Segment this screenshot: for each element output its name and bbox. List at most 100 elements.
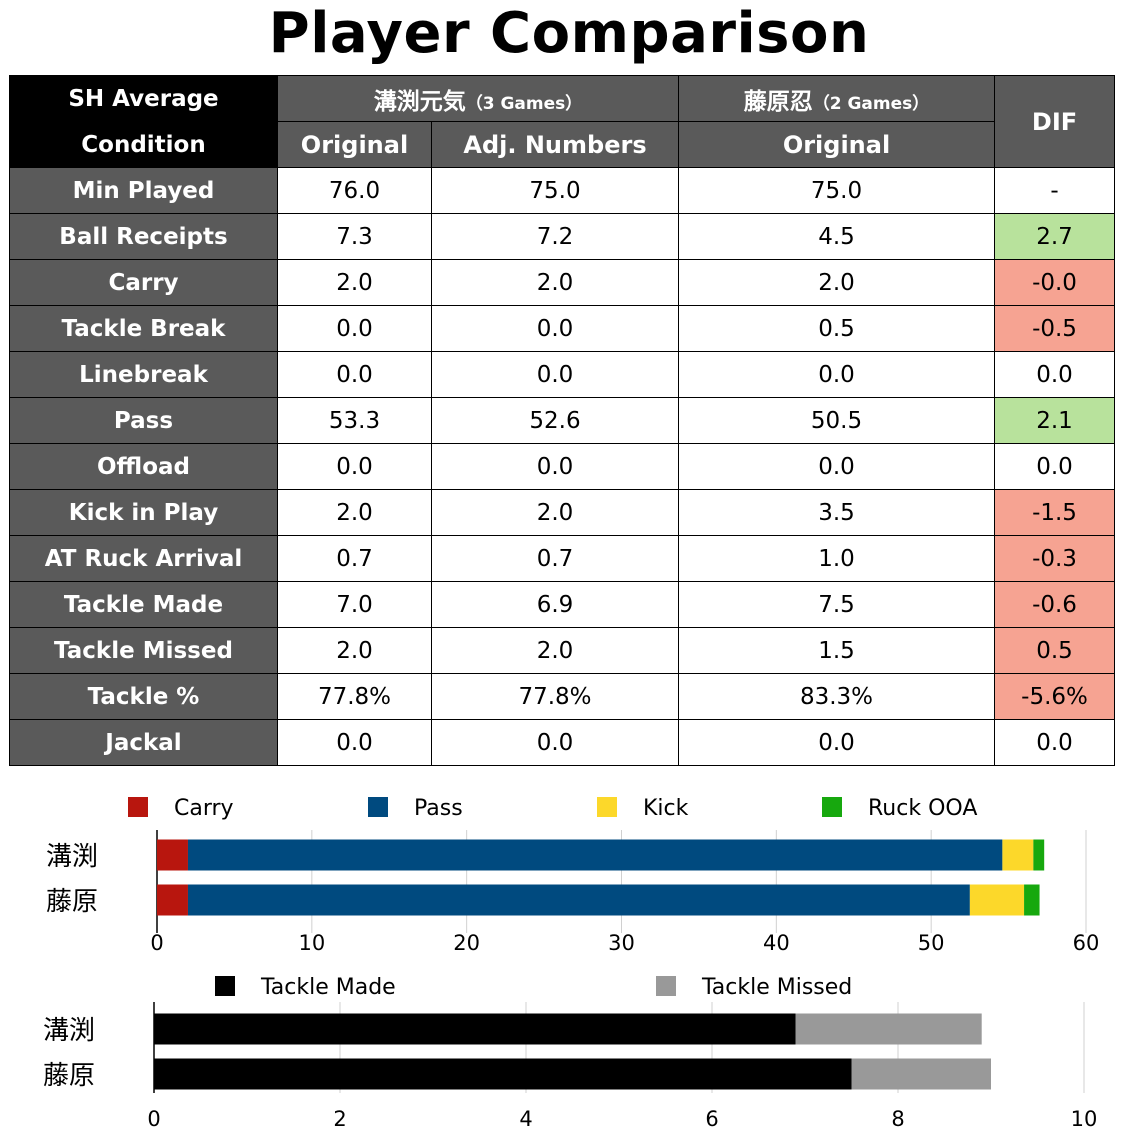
legend-label: Tackle Missed bbox=[701, 975, 852, 1000]
player2-original-cell: 2.0 bbox=[678, 259, 996, 306]
dif-cell: -0.5 bbox=[994, 305, 1116, 352]
player2-original-cell: 1.0 bbox=[678, 535, 996, 582]
player1-original-cell: 0.0 bbox=[277, 351, 432, 398]
corner-header-bottom: Condition bbox=[9, 121, 278, 168]
x-tick-label: 40 bbox=[763, 931, 790, 955]
player1-original-cell: 7.0 bbox=[277, 581, 432, 628]
player1-original-cell: 76.0 bbox=[277, 167, 432, 214]
row-label: Linebreak bbox=[9, 351, 278, 398]
player1-adjusted-cell: 2.0 bbox=[430, 489, 680, 536]
player1-adjusted-cell: 0.0 bbox=[430, 305, 680, 352]
player1-original-cell: 2.0 bbox=[277, 627, 432, 674]
dif-cell: 0.5 bbox=[994, 627, 1116, 674]
bar-segment bbox=[1002, 839, 1034, 871]
player2-header: 藤原忍（2 Games） bbox=[678, 75, 996, 122]
row-label: Kick in Play bbox=[9, 489, 278, 536]
row-label: Min Played bbox=[9, 167, 278, 214]
player2-original-cell: 7.5 bbox=[678, 581, 996, 628]
row-label: Carry bbox=[9, 259, 278, 306]
dif-cell: 0.0 bbox=[994, 351, 1116, 398]
col-header-original: Original bbox=[277, 121, 432, 168]
dif-cell: 2.7 bbox=[994, 213, 1116, 260]
col-header-adjusted: Adj. Numbers bbox=[430, 121, 680, 168]
player1-games: （3 Games） bbox=[465, 93, 583, 114]
player2-original-cell: 0.0 bbox=[678, 443, 996, 490]
table-row: Tackle % 77.8% 77.8% 83.3% -5.6% bbox=[9, 673, 1116, 720]
comparison-table: SH Average 溝渕元気（3 Games） 藤原忍（2 Games） DI… bbox=[9, 75, 1116, 766]
bar-segment bbox=[157, 884, 188, 916]
header-row-2: Condition Original Adj. Numbers Original bbox=[9, 121, 1115, 168]
table-row: Tackle Break 0.0 0.0 0.5 -0.5 bbox=[9, 305, 1116, 352]
player2-games: （2 Games） bbox=[812, 93, 930, 114]
legend-swatch bbox=[656, 976, 676, 996]
player1-adjusted-cell: 52.6 bbox=[430, 397, 680, 444]
dif-header: DIF bbox=[994, 75, 1116, 168]
table-row: Kick in Play 2.0 2.0 3.5 -1.5 bbox=[9, 489, 1116, 536]
table-row: AT Ruck Arrival 0.7 0.7 1.0 -0.3 bbox=[9, 535, 1116, 582]
table-row: Jackal 0.0 0.0 0.0 0.0 bbox=[9, 719, 1116, 766]
player2-original-cell: 3.5 bbox=[678, 489, 996, 536]
legend-swatch bbox=[128, 797, 148, 817]
player1-adjusted-cell: 0.0 bbox=[430, 351, 680, 398]
dif-cell: - bbox=[994, 167, 1116, 214]
category-label: 藤原 bbox=[43, 1061, 95, 1091]
row-label: Jackal bbox=[9, 719, 278, 766]
player2-name: 藤原忍 bbox=[743, 88, 813, 115]
table-row: Tackle Made 7.0 6.9 7.5 -0.6 bbox=[9, 581, 1116, 628]
bar-segment bbox=[187, 839, 1003, 871]
table-row: Pass 53.3 52.6 50.5 2.1 bbox=[9, 397, 1116, 444]
x-tick-label: 0 bbox=[147, 1107, 160, 1131]
player1-original-cell: 0.0 bbox=[277, 443, 432, 490]
category-label: 藤原 bbox=[46, 887, 98, 917]
dif-cell: -0.0 bbox=[994, 259, 1116, 306]
player1-adjusted-cell: 75.0 bbox=[430, 167, 680, 214]
player2-original-cell: 0.5 bbox=[678, 305, 996, 352]
player1-original-cell: 0.0 bbox=[277, 719, 432, 766]
row-label: Tackle Missed bbox=[9, 627, 278, 674]
player1-original-cell: 77.8% bbox=[277, 673, 432, 720]
player1-adjusted-cell: 7.2 bbox=[430, 213, 680, 260]
x-tick-label: 30 bbox=[608, 931, 635, 955]
bar-segment bbox=[969, 884, 1025, 916]
table-row: Carry 2.0 2.0 2.0 -0.0 bbox=[9, 259, 1116, 306]
row-label: Pass bbox=[9, 397, 278, 444]
bar-segment bbox=[157, 839, 188, 871]
dif-cell: -1.5 bbox=[994, 489, 1116, 536]
dif-cell: 2.1 bbox=[994, 397, 1116, 444]
legend-swatch bbox=[597, 797, 617, 817]
player1-original-cell: 53.3 bbox=[277, 397, 432, 444]
bar-segment bbox=[187, 884, 970, 916]
page-title: Player Comparison bbox=[268, 1, 870, 66]
player1-adjusted-cell: 0.0 bbox=[430, 719, 680, 766]
row-label: Tackle Break bbox=[9, 305, 278, 352]
category-label: 溝渕 bbox=[43, 1016, 95, 1046]
row-label: AT Ruck Arrival bbox=[9, 535, 278, 582]
row-label: Tackle Made bbox=[9, 581, 278, 628]
legend-label: Carry bbox=[174, 796, 234, 821]
bar-segment bbox=[154, 1058, 852, 1090]
player1-adjusted-cell: 2.0 bbox=[430, 259, 680, 306]
table-row: Min Played 76.0 75.0 75.0- bbox=[9, 167, 1116, 214]
dif-cell: 0.0 bbox=[994, 443, 1116, 490]
player1-header: 溝渕元気（3 Games） bbox=[276, 75, 680, 122]
player2-original-cell: 75.0 bbox=[678, 167, 996, 214]
x-tick-label: 60 bbox=[1073, 931, 1100, 955]
legend-label: Kick bbox=[643, 796, 689, 821]
player1-original-cell: 2.0 bbox=[277, 489, 432, 536]
bar-segment bbox=[851, 1058, 991, 1090]
dif-cell: -0.3 bbox=[994, 535, 1116, 582]
legend-label: Pass bbox=[414, 796, 463, 821]
legend-label: Ruck OOA bbox=[868, 796, 977, 821]
player1-adjusted-cell: 77.8% bbox=[430, 673, 680, 720]
x-tick-label: 6 bbox=[705, 1107, 718, 1131]
bar-segment bbox=[1024, 884, 1040, 916]
legend-label: Tackle Made bbox=[260, 975, 396, 1000]
player1-adjusted-cell: 0.7 bbox=[430, 535, 680, 582]
player1-adjusted-cell: 6.9 bbox=[430, 581, 680, 628]
x-tick-label: 2 bbox=[333, 1107, 346, 1131]
header-row-1: SH Average 溝渕元気（3 Games） 藤原忍（2 Games） DI… bbox=[9, 75, 1116, 168]
player1-name: 溝渕元気 bbox=[373, 88, 466, 115]
player2-original-cell: 1.5 bbox=[678, 627, 996, 674]
player2-original-cell: 0.0 bbox=[678, 719, 996, 766]
dif-cell: -5.6% bbox=[994, 673, 1116, 720]
